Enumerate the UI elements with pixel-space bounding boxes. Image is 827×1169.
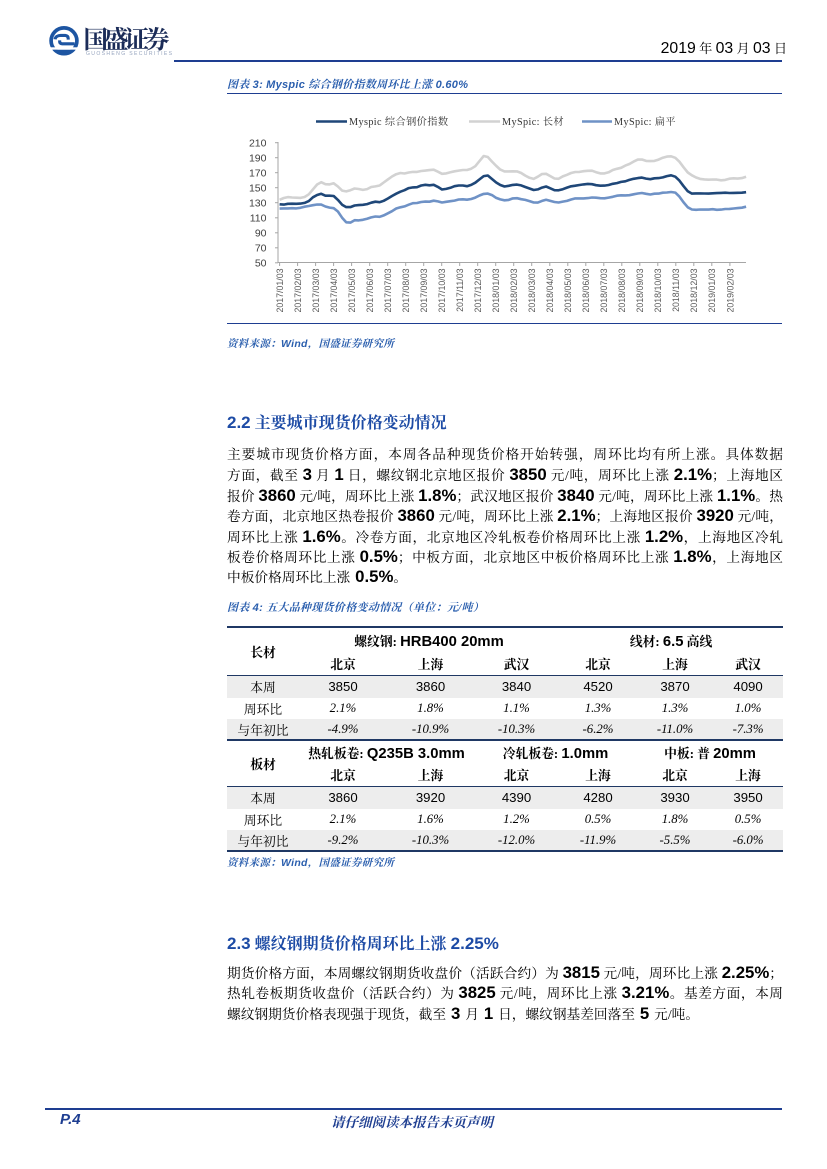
- svg-text:2017/09/03: 2017/09/03: [419, 268, 429, 312]
- svg-text:MySpic: 扁平: MySpic: 扁平: [614, 115, 676, 128]
- svg-text:2018/08/03: 2018/08/03: [617, 268, 627, 312]
- svg-text:2017/06/03: 2017/06/03: [365, 268, 375, 312]
- svg-text:2018/05/03: 2018/05/03: [563, 268, 573, 312]
- svg-text:MySpic: 长材: MySpic: 长材: [502, 115, 564, 128]
- svg-text:2017/11/03: 2017/11/03: [455, 268, 465, 311]
- svg-text:2018/02/03: 2018/02/03: [509, 268, 519, 312]
- svg-text:2018/10/03: 2018/10/03: [653, 268, 663, 312]
- svg-text:2018/03/03: 2018/03/03: [527, 268, 537, 312]
- svg-text:2017/12/03: 2017/12/03: [473, 268, 483, 312]
- svg-text:2018/06/03: 2018/06/03: [581, 268, 591, 312]
- svg-text:50: 50: [255, 257, 267, 269]
- svg-text:2017/07/03: 2017/07/03: [383, 268, 393, 312]
- svg-text:2018/01/03: 2018/01/03: [491, 268, 501, 312]
- svg-text:2018/07/03: 2018/07/03: [599, 268, 609, 312]
- svg-text:150: 150: [249, 182, 267, 194]
- svg-text:2017/01/03: 2017/01/03: [275, 268, 285, 312]
- svg-text:90: 90: [255, 227, 267, 239]
- svg-text:2019/02/03: 2019/02/03: [725, 268, 735, 312]
- svg-text:130: 130: [249, 197, 267, 209]
- svg-text:2018/11/03: 2018/11/03: [671, 268, 681, 311]
- svg-text:2017/08/03: 2017/08/03: [401, 268, 411, 312]
- svg-text:2018/04/03: 2018/04/03: [545, 268, 555, 312]
- svg-text:2017/05/03: 2017/05/03: [347, 268, 357, 312]
- svg-text:70: 70: [255, 242, 267, 254]
- svg-text:2017/03/03: 2017/03/03: [311, 268, 321, 312]
- svg-text:2017/02/03: 2017/02/03: [293, 268, 303, 312]
- svg-text:110: 110: [250, 212, 267, 224]
- svg-text:Myspic 综合钢价指数: Myspic 综合钢价指数: [349, 115, 448, 128]
- svg-text:190: 190: [249, 152, 267, 164]
- svg-text:2017/10/03: 2017/10/03: [437, 268, 447, 312]
- svg-text:2017/04/03: 2017/04/03: [329, 268, 339, 312]
- svg-text:170: 170: [249, 167, 267, 179]
- svg-text:2018/12/03: 2018/12/03: [689, 268, 699, 312]
- svg-text:210: 210: [249, 137, 267, 149]
- svg-text:2019/01/03: 2019/01/03: [707, 268, 717, 312]
- svg-text:2018/09/03: 2018/09/03: [635, 268, 645, 312]
